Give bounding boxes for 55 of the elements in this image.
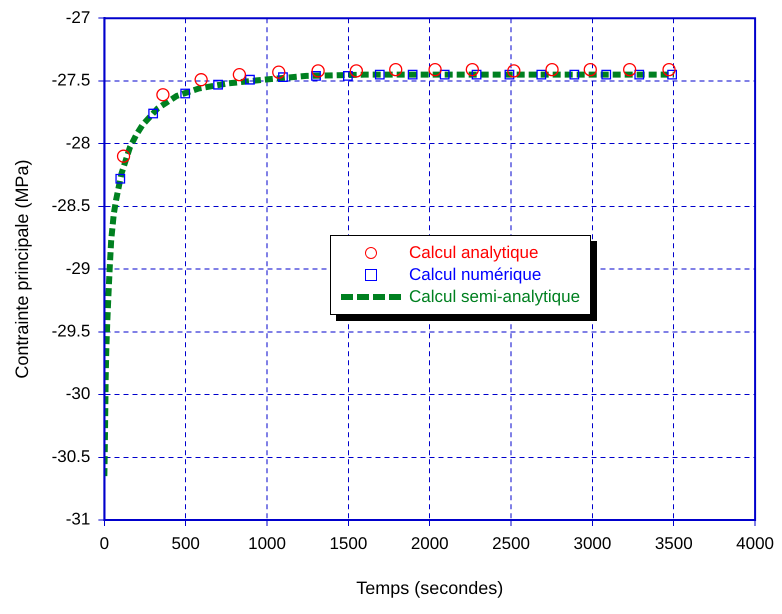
y-tick-label: -28	[66, 133, 90, 152]
point	[194, 73, 208, 86]
y-tick-label: -30	[66, 384, 90, 404]
point	[311, 71, 321, 81]
point	[115, 174, 126, 184]
point	[408, 70, 418, 80]
point	[374, 70, 385, 80]
y-tick-label: -27.5	[52, 70, 90, 90]
point	[662, 62, 676, 76]
x-tick-label: 1000	[248, 534, 286, 553]
x-tick-label: 1500	[329, 534, 368, 553]
point	[504, 70, 514, 80]
point	[245, 74, 255, 85]
point	[272, 65, 286, 79]
y-tick-label: -27	[66, 8, 90, 27]
legend-label: Calcul numérique	[409, 265, 542, 285]
x-tick-label: 3500	[654, 534, 693, 553]
point	[389, 62, 402, 76]
x-tick-label: 500	[172, 534, 200, 553]
y-tick-label: -30.5	[52, 446, 90, 466]
x-tick-label: 4000	[736, 534, 774, 553]
point	[148, 108, 158, 118]
x-tick-label: 2000	[410, 534, 449, 553]
point	[350, 64, 363, 78]
point	[180, 88, 190, 98]
y-tick-label: -31	[66, 510, 90, 529]
x-tick-label: 2500	[492, 534, 530, 553]
point	[634, 70, 644, 80]
point	[428, 62, 442, 76]
point	[472, 70, 482, 80]
legend-label: Calcul semi-analytique	[409, 287, 580, 307]
point	[569, 70, 580, 80]
x-axis-title: Temps (secondes)	[356, 578, 504, 598]
point	[342, 71, 353, 81]
point	[156, 88, 170, 102]
point	[507, 64, 520, 78]
x-tick-label: 0	[100, 534, 110, 553]
point	[311, 64, 325, 78]
point	[623, 62, 636, 76]
point	[116, 150, 130, 163]
point	[466, 62, 479, 76]
x-tick-label: 3000	[573, 534, 612, 553]
y-tick-label: -28.5	[52, 196, 90, 216]
y-tick-label: -29	[66, 258, 90, 278]
point	[545, 62, 559, 76]
legend-label: Calcul analytique	[409, 243, 538, 263]
y-axis-title: Contrainte principale (MPa)	[12, 160, 32, 379]
point	[536, 70, 546, 80]
point	[601, 70, 612, 80]
point	[213, 80, 223, 90]
point	[278, 72, 288, 82]
point	[584, 62, 597, 76]
point	[440, 70, 450, 80]
y-tick-label: -29.5	[52, 322, 90, 341]
point	[232, 68, 246, 82]
